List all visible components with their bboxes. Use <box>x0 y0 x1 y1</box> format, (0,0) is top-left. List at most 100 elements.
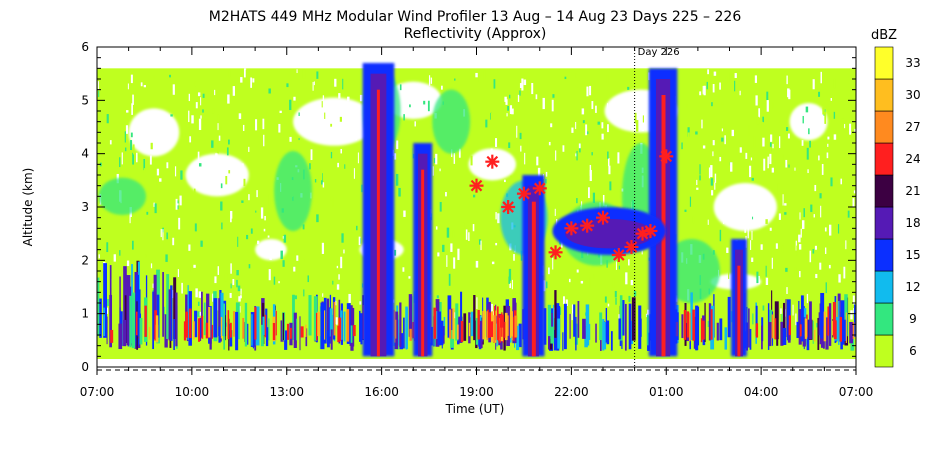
field-lowcore <box>433 307 437 339</box>
field-lowlayer <box>153 274 157 340</box>
field-speckle <box>149 155 152 165</box>
field-speckle <box>242 124 245 132</box>
field-column-core <box>421 169 425 357</box>
field-speckle <box>575 121 577 130</box>
field-speckle <box>454 78 456 81</box>
field-speckle <box>576 150 578 161</box>
field-speckle <box>542 97 545 110</box>
field-speckle <box>293 96 296 101</box>
field-speckle <box>314 179 317 183</box>
field-speckle <box>493 79 496 89</box>
field-speckle <box>781 245 784 253</box>
field-speckle <box>712 83 715 93</box>
field-lowlayer <box>690 292 693 341</box>
field-speckle <box>689 196 692 207</box>
field-lowlayer <box>343 311 346 342</box>
field-lowcore <box>482 310 486 340</box>
field-speckle <box>838 274 841 283</box>
field-speckle <box>230 283 232 289</box>
field-speckle <box>361 184 363 193</box>
field-speckle <box>343 249 345 254</box>
marker-1 <box>485 154 500 169</box>
field-speckle <box>770 134 773 142</box>
field-speckle <box>154 203 157 214</box>
field-lowlayer <box>573 304 576 337</box>
field-speckle <box>739 147 742 153</box>
field-speckle <box>751 177 754 181</box>
field-speckle <box>448 273 451 286</box>
field-speckle <box>642 75 644 84</box>
field-speckle <box>332 280 334 285</box>
field-speckle <box>506 113 508 117</box>
field-speckle <box>156 168 160 176</box>
field-lowlayer <box>458 316 461 340</box>
field-lowcore <box>148 326 151 340</box>
field-lowcore <box>227 310 230 340</box>
field-speckle <box>353 168 355 179</box>
field-speckle <box>150 142 153 150</box>
field-speckle <box>161 289 163 299</box>
field-column-core <box>737 265 741 357</box>
field-lowlayer <box>618 318 622 340</box>
field-lowcore <box>486 311 488 341</box>
field-speckle <box>552 257 554 270</box>
field-lowlayer <box>619 295 623 341</box>
field-speckle <box>215 153 218 160</box>
field-lowcore <box>509 311 513 337</box>
field-speckle <box>240 288 242 295</box>
field-speckle <box>508 276 511 284</box>
field-lowlayer <box>780 321 784 346</box>
field-speckle <box>841 118 844 128</box>
field-speckle <box>174 166 177 177</box>
field-speckle <box>513 254 515 261</box>
field-speckle <box>133 144 135 155</box>
field-speckle <box>684 209 687 212</box>
x-tick-label: 10:00 <box>175 385 210 399</box>
field-speckle <box>578 143 581 149</box>
field-lowlayer <box>588 323 591 340</box>
field-speckle <box>202 93 205 98</box>
field-speckle <box>446 227 450 238</box>
field-speckle <box>809 250 812 263</box>
field-speckle <box>567 295 570 303</box>
field-speckle <box>252 78 255 83</box>
field-speckle <box>602 194 605 207</box>
field-lowlayer <box>455 303 459 341</box>
field-speckle <box>143 85 146 88</box>
field-speckle <box>787 88 790 98</box>
field-speckle <box>517 261 519 267</box>
field-lowlayer <box>213 298 218 338</box>
field-lowlayer <box>552 304 554 340</box>
field-speckle <box>508 268 512 281</box>
field-lowlayer <box>194 310 198 338</box>
marker-5 <box>548 245 563 260</box>
marker-7 <box>580 218 595 233</box>
field-lowlayer <box>518 323 522 348</box>
field-speckle <box>172 84 175 95</box>
field-speckle <box>446 255 448 267</box>
field-lowlayer <box>118 323 123 350</box>
field-speckle <box>701 119 703 129</box>
field-lowlayer <box>252 322 255 349</box>
field-speckle <box>171 290 174 299</box>
field-speckle <box>334 300 337 306</box>
field-speckle <box>462 222 465 229</box>
field-speckle <box>829 224 832 236</box>
field-speckle <box>796 245 798 256</box>
field-speckle <box>803 208 806 218</box>
field-speckle <box>313 81 315 86</box>
field-speckle <box>765 265 767 277</box>
field-speckle <box>562 145 565 152</box>
field-speckle <box>555 150 557 161</box>
field-speckle <box>440 85 443 90</box>
field-lowlayer <box>170 285 173 341</box>
field-speckle <box>442 244 445 252</box>
colorbar-label: dBZ <box>871 28 897 43</box>
field-lowlayer <box>319 306 321 349</box>
field-speckle <box>439 168 441 172</box>
field-lowlayer <box>460 315 462 338</box>
field-speckle <box>337 162 340 168</box>
field-lowcore <box>208 306 211 338</box>
field-speckle <box>232 86 235 96</box>
day-marker-label: Day 226 <box>638 47 680 58</box>
